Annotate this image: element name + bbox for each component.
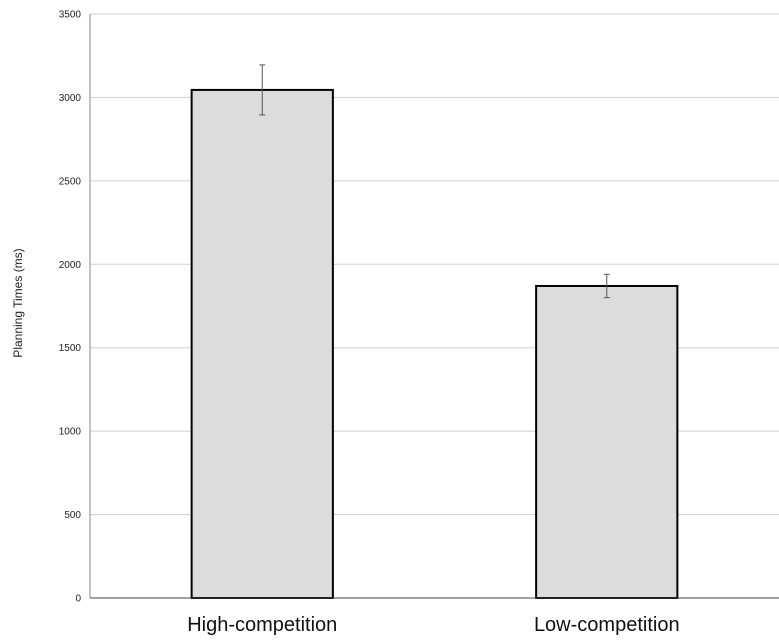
y-tick-label: 0 xyxy=(75,594,81,605)
x-category-labels: High-competition Low-competition xyxy=(187,614,679,636)
y-tick-labels: 0 500 1000 1500 2000 2500 3000 3500 xyxy=(59,10,82,605)
bar xyxy=(535,284,679,599)
axes xyxy=(89,14,779,599)
y-tick-label: 500 xyxy=(64,510,81,521)
y-tick-label: 1000 xyxy=(59,427,82,438)
x-category-label: High-competition xyxy=(187,614,337,636)
y-tick-label: 2000 xyxy=(59,260,82,271)
error-bars xyxy=(259,64,610,299)
y-tick-label: 2500 xyxy=(59,176,82,187)
y-tick-label: 3000 xyxy=(59,93,82,104)
bar xyxy=(190,88,334,599)
y-tick-label: 1500 xyxy=(59,343,82,354)
y-tick-label: 3500 xyxy=(59,10,82,21)
y-axis-title: Planning Times (ms) xyxy=(11,248,25,357)
bars xyxy=(190,88,679,599)
x-category-label: Low-competition xyxy=(534,614,680,636)
